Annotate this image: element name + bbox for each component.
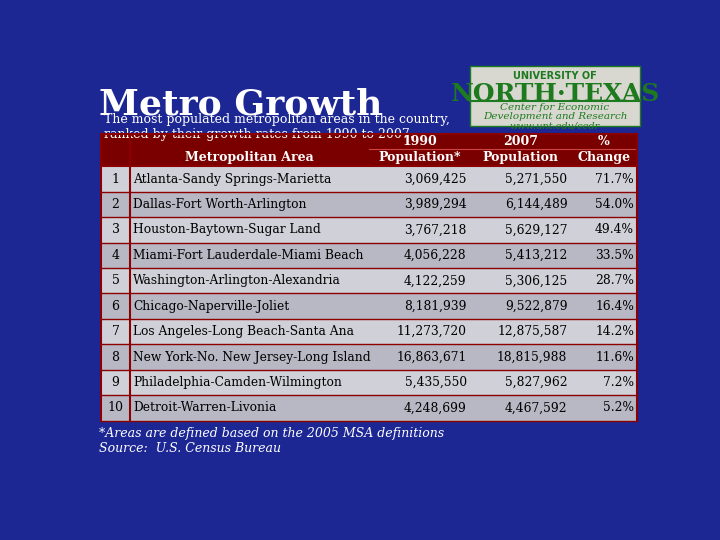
Text: 4,056,228: 4,056,228 — [404, 249, 467, 262]
Text: 49.4%: 49.4% — [595, 224, 634, 237]
Text: Miami-Fort Lauderdale-Miami Beach: Miami-Fort Lauderdale-Miami Beach — [133, 249, 364, 262]
Text: Detroit-Warren-Livonia: Detroit-Warren-Livonia — [133, 401, 276, 414]
Text: 7.2%: 7.2% — [603, 376, 634, 389]
Text: 7: 7 — [112, 325, 120, 338]
Text: 11,273,720: 11,273,720 — [397, 325, 467, 338]
Text: 5.2%: 5.2% — [603, 401, 634, 414]
Text: 71.7%: 71.7% — [595, 173, 634, 186]
Text: 5,271,550: 5,271,550 — [505, 173, 567, 186]
Text: Change: Change — [577, 151, 631, 164]
Text: Population: Population — [482, 151, 558, 164]
Text: Chicago-Naperville-Joliet: Chicago-Naperville-Joliet — [133, 300, 289, 313]
Text: 5,827,962: 5,827,962 — [505, 376, 567, 389]
Text: 8: 8 — [112, 350, 120, 363]
Text: 5,306,125: 5,306,125 — [505, 274, 567, 287]
Text: 10: 10 — [107, 401, 124, 414]
Text: Center for Economic: Center for Economic — [500, 103, 610, 112]
Text: 1990: 1990 — [402, 135, 437, 148]
Text: 18,815,988: 18,815,988 — [497, 350, 567, 363]
Text: 2: 2 — [112, 198, 120, 211]
Text: 6: 6 — [112, 300, 120, 313]
Bar — [101, 319, 637, 345]
Text: The most populated metropolitan areas in the country,
ranked by their growth rat: The most populated metropolitan areas in… — [104, 112, 450, 140]
Text: 54.0%: 54.0% — [595, 198, 634, 211]
Text: 4: 4 — [112, 249, 120, 262]
Text: Population*: Population* — [378, 151, 461, 164]
Text: 3: 3 — [112, 224, 120, 237]
Text: Los Angeles-Long Beach-Santa Ana: Los Angeles-Long Beach-Santa Ana — [133, 325, 354, 338]
Text: 5,435,550: 5,435,550 — [405, 376, 467, 389]
Bar — [101, 134, 637, 166]
Text: Dallas-Fort Worth-Arlington: Dallas-Fort Worth-Arlington — [133, 198, 307, 211]
Text: 5,413,212: 5,413,212 — [505, 249, 567, 262]
Text: 3,069,425: 3,069,425 — [404, 173, 467, 186]
Text: Philadelphia-Camden-Wilmington: Philadelphia-Camden-Wilmington — [133, 376, 342, 389]
Text: 1: 1 — [112, 173, 120, 186]
Bar — [101, 345, 637, 370]
Text: Houston-Baytown-Sugar Land: Houston-Baytown-Sugar Land — [133, 224, 321, 237]
Text: 14.2%: 14.2% — [595, 325, 634, 338]
Text: 16,863,671: 16,863,671 — [397, 350, 467, 363]
Bar — [101, 395, 637, 421]
Text: 2007: 2007 — [503, 135, 538, 148]
Text: 33.5%: 33.5% — [595, 249, 634, 262]
Text: 11.6%: 11.6% — [595, 350, 634, 363]
Text: 16.4%: 16.4% — [595, 300, 634, 313]
Text: 5,629,127: 5,629,127 — [505, 224, 567, 237]
Text: 3,767,218: 3,767,218 — [404, 224, 467, 237]
Text: 4,467,592: 4,467,592 — [505, 401, 567, 414]
Text: www.unt.edu/cedr: www.unt.edu/cedr — [510, 121, 600, 130]
Text: 9: 9 — [112, 376, 120, 389]
Bar — [469, 66, 640, 126]
Text: UNIVERSITY OF: UNIVERSITY OF — [513, 71, 597, 81]
Text: 8,181,939: 8,181,939 — [404, 300, 467, 313]
Text: 4,122,259: 4,122,259 — [404, 274, 467, 287]
Text: Development and Research: Development and Research — [483, 112, 627, 121]
Text: *Areas are defined based on the 2005 MSA definitions
Source:  U.S. Census Bureau: *Areas are defined based on the 2005 MSA… — [99, 427, 444, 455]
Bar — [101, 242, 637, 268]
Bar — [101, 192, 637, 217]
Text: Metro Growth: Metro Growth — [99, 88, 383, 122]
Text: %: % — [598, 135, 610, 148]
Bar — [101, 166, 637, 192]
Bar — [101, 293, 637, 319]
Text: 9,522,879: 9,522,879 — [505, 300, 567, 313]
Text: NORTH·TEXAS: NORTH·TEXAS — [451, 82, 660, 106]
Bar — [101, 268, 637, 294]
Text: New York-No. New Jersey-Long Island: New York-No. New Jersey-Long Island — [133, 350, 371, 363]
Text: 12,875,587: 12,875,587 — [498, 325, 567, 338]
Text: 28.7%: 28.7% — [595, 274, 634, 287]
Text: Washington-Arlington-Alexandria: Washington-Arlington-Alexandria — [133, 274, 341, 287]
Bar — [101, 370, 637, 395]
Bar — [101, 217, 637, 242]
Text: 5: 5 — [112, 274, 120, 287]
Text: 4,248,699: 4,248,699 — [404, 401, 467, 414]
Text: Atlanta-Sandy Springs-Marietta: Atlanta-Sandy Springs-Marietta — [133, 173, 332, 186]
Text: 3,989,294: 3,989,294 — [404, 198, 467, 211]
Text: 6,144,489: 6,144,489 — [505, 198, 567, 211]
Text: Metropolitan Area: Metropolitan Area — [185, 151, 314, 164]
